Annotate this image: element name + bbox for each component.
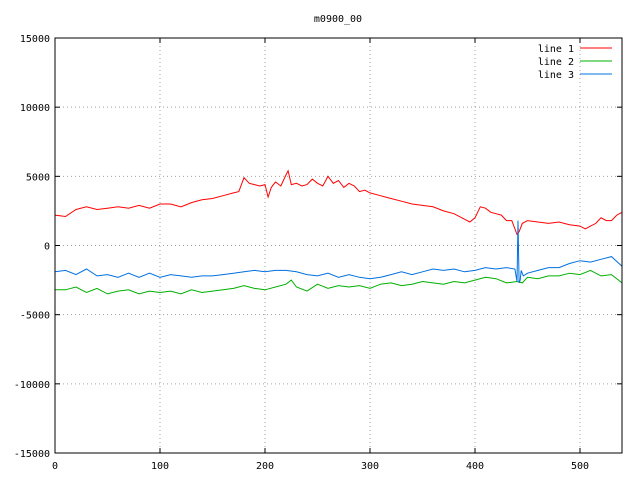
axis-ticks: 0 100 200 300 400 500 -15000 -10000 -5000 0 5000 10… — [14, 34, 622, 472]
series-line-2 — [55, 269, 623, 295]
series-line-1 — [54, 169, 623, 236]
grid — [55, 38, 622, 453]
series-layer — [54, 169, 623, 295]
x-tick-label: 0 — [52, 461, 58, 472]
y-tick-label: -15000 — [14, 449, 50, 460]
x-tick-label: 100 — [151, 461, 169, 472]
y-tick-label: -10000 — [14, 380, 50, 391]
legend-label: line 3 — [538, 70, 574, 81]
x-tick-label: 500 — [571, 461, 589, 472]
x-tick-label: 400 — [466, 461, 484, 472]
y-tick-label: 0 — [44, 242, 50, 253]
y-tick-label: 10000 — [20, 103, 50, 114]
y-tick-label: 5000 — [26, 172, 50, 183]
x-tick-label: 300 — [361, 461, 379, 472]
legend: line 1 line 2 line 3 — [538, 44, 612, 81]
plot-frame — [54, 37, 623, 454]
x-tick-label: 200 — [256, 461, 274, 472]
legend-label: line 2 — [538, 57, 574, 68]
series-line-3 — [54, 220, 623, 284]
chart-title: m0900_00 — [314, 14, 362, 25]
y-tick-label: -5000 — [20, 311, 50, 322]
legend-label: line 1 — [538, 44, 574, 55]
y-tick-label: 15000 — [20, 34, 50, 45]
